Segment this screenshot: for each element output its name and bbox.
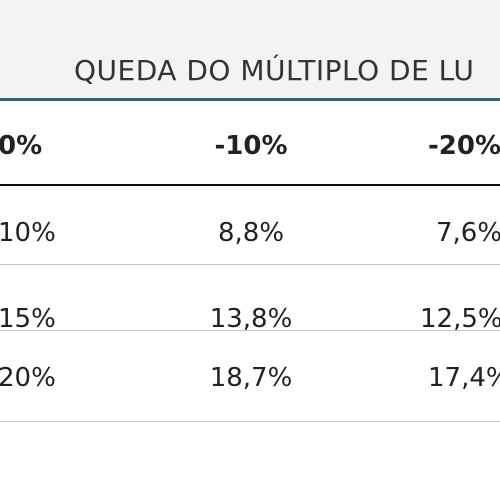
top-band — [0, 0, 500, 42]
table-cell: 7,6% — [436, 218, 500, 248]
table-cell: 8,8% — [217, 218, 285, 248]
header-divider — [0, 184, 500, 186]
row-divider — [0, 330, 500, 331]
group-header — [0, 42, 500, 100]
row-divider — [0, 264, 500, 265]
table-cell: 10% — [0, 218, 56, 248]
table-cell: 13,8% — [209, 304, 293, 334]
table-cell: 20% — [0, 363, 56, 393]
table-cell: 17,4% — [428, 363, 500, 393]
table-cell: 12,5% — [420, 304, 500, 334]
group-title: QUEDA DO MÚLTIPLO DE LU — [74, 54, 475, 87]
column-header-0: 0% — [0, 131, 43, 161]
table-cell: 18,7% — [209, 363, 293, 393]
row-divider — [0, 421, 500, 422]
column-header-1: -10% — [214, 131, 288, 161]
table-cell: 15% — [0, 304, 56, 334]
group-header-underline — [0, 98, 500, 101]
column-header-2: -20% — [428, 131, 500, 161]
